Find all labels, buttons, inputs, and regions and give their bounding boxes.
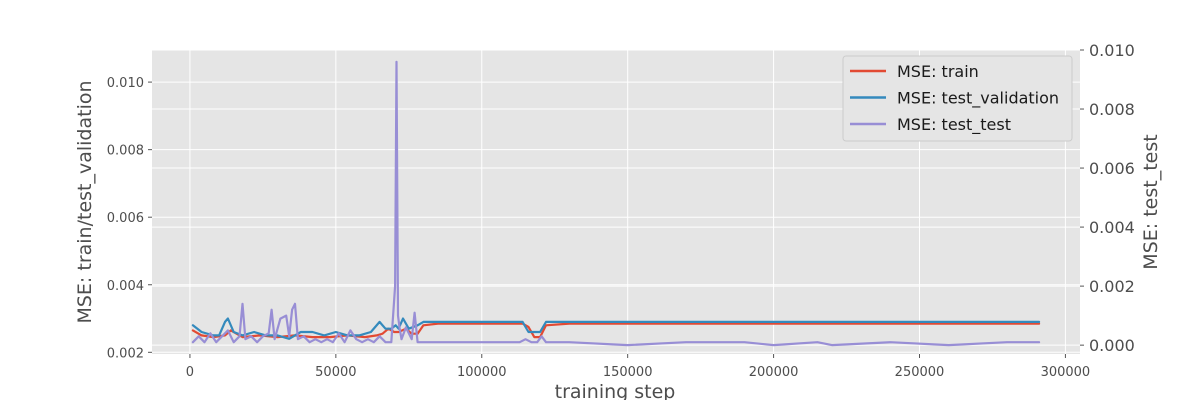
y-axis-left-ticks: 0.002 0.004 0.006 0.008 0.010 [107,76,152,361]
series-lines [191,60,1041,347]
y-left-tick-label: 0.004 [107,279,144,294]
series-line-2 [191,317,1041,340]
x-tick-label: 100000 [457,365,507,380]
y-axis-left-title: MSE: train/test_validation [74,80,96,323]
legend-label: MSE: test_validation [897,89,1059,109]
y-right-tick-label: 0.000 [1089,336,1135,355]
y-right-tick-label: 0.002 [1089,277,1135,296]
grid [152,49,1080,354]
x-tick-label: 250000 [895,365,945,380]
legend-label: MSE: train [897,62,979,81]
series-line-3 [191,60,1041,347]
y-left-tick-label: 0.002 [107,346,144,361]
legend-label: MSE: test_test [897,115,1011,135]
y-left-tick-label: 0.006 [107,211,144,226]
x-axis-title: training step [555,381,676,400]
x-tick-label: 0 [186,365,194,380]
x-axis-ticks: 0 50000 100000 150000 200000 250000 300000 [186,354,1090,380]
x-tick-label: 150000 [603,365,653,380]
y-right-tick-label: 0.006 [1089,159,1135,178]
y-left-tick-label: 0.008 [107,144,144,159]
y-right-tick-label: 0.008 [1089,100,1135,119]
y-left-tick-label: 0.010 [107,76,144,91]
y-right-tick-label: 0.010 [1089,41,1135,60]
y-right-tick-label: 0.004 [1089,218,1135,237]
y-axis-right-title: MSE: test_test [1140,134,1162,269]
y-axis-right-ticks: 0.000 0.002 0.004 0.006 0.008 0.010 [1080,41,1135,355]
legend: MSE: train MSE: test_validation MSE: test_… [842,55,1073,142]
x-tick-label: 50000 [315,365,356,380]
legend-box [842,55,1073,142]
x-tick-label: 300000 [1041,365,1091,380]
x-tick-label: 200000 [749,365,799,380]
